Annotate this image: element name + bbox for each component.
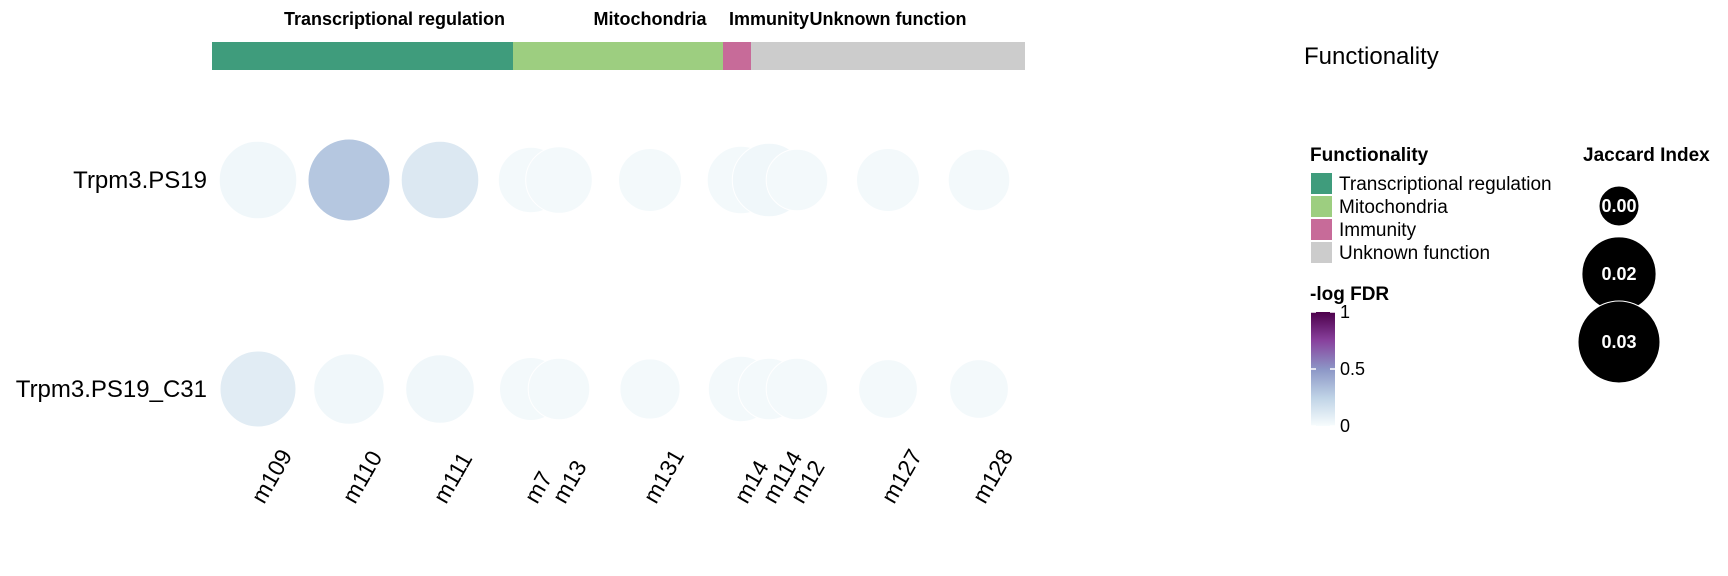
legend-item-label: Mitochondria [1339, 197, 1448, 218]
functionality-bars [212, 42, 1025, 70]
column-label: m131 [638, 445, 689, 508]
column-label: m109 [246, 445, 297, 508]
fdr-color-legend: -log FDR 1 0.5 0 [1310, 284, 1389, 436]
bubble-point [856, 148, 920, 212]
group-titles: Transcriptional regulation Mitochondria Im… [284, 9, 967, 29]
column-label: m127 [876, 445, 927, 508]
fdr-tick-label: 1 [1340, 302, 1350, 322]
size-legend-label: 0.00 [1601, 196, 1636, 216]
fdr-legend-title: -log FDR [1310, 284, 1389, 305]
functionality-legend-title: Functionality [1310, 145, 1429, 166]
size-legend-circle [1598, 185, 1640, 227]
functionality-legend: Functionality Transcriptional regulation… [1310, 145, 1552, 264]
bubble-point [400, 140, 480, 220]
bubble-point [618, 148, 682, 212]
group-title: Mitochondria [594, 9, 708, 29]
bubble-point [307, 138, 391, 222]
bubble-point [405, 354, 475, 424]
bubble-point [527, 357, 591, 421]
row-label: Trpm3.PS19 [73, 167, 207, 194]
bubble-point [619, 358, 681, 420]
group-title: Unknown function [810, 9, 967, 29]
bubbles [218, 138, 1011, 428]
legend-item-label: Unknown function [1339, 243, 1490, 264]
column-label: m128 [967, 445, 1018, 508]
group-title: Transcriptional regulation [284, 9, 505, 29]
bubble-point [947, 148, 1011, 212]
column-label: m110 [337, 446, 387, 507]
bubble-point [218, 140, 298, 220]
bubble-point [858, 359, 918, 419]
bubble-point [219, 350, 297, 428]
size-legend-circle [1577, 300, 1661, 384]
bubble-point [765, 357, 829, 421]
size-legend-label: 0.02 [1601, 264, 1636, 284]
legend-item-label: Transcriptional regulation [1339, 174, 1552, 195]
row-labels: Trpm3.PS19 Trpm3.PS19_C31 [16, 167, 207, 403]
bubble-point [525, 146, 593, 214]
column-label: m111 [428, 448, 478, 508]
jaccard-legend-title: Jaccard Index [1583, 145, 1710, 166]
row-label: Trpm3.PS19_C31 [16, 376, 207, 403]
legend-swatch [1311, 173, 1332, 194]
legend-swatch [1311, 196, 1332, 217]
functionality-bar [751, 42, 1025, 70]
bubble-point [949, 359, 1009, 419]
legend-item-label: Immunity [1339, 220, 1417, 241]
functionality-bar-label: Functionality [1304, 43, 1439, 70]
legend-swatch [1311, 219, 1332, 240]
group-title: Immunity [729, 9, 809, 29]
legend-swatch [1311, 242, 1332, 263]
fdr-tick-label: 0.5 [1340, 359, 1365, 379]
bubble-point [765, 148, 829, 212]
bubble-point [313, 353, 385, 425]
jaccard-size-legend: Jaccard Index 0.00 0.02 0.03 [1577, 145, 1710, 384]
column-label: m13 [547, 456, 592, 508]
fdr-tick-label: 0 [1340, 416, 1350, 436]
size-legend-label: 0.03 [1601, 332, 1636, 352]
